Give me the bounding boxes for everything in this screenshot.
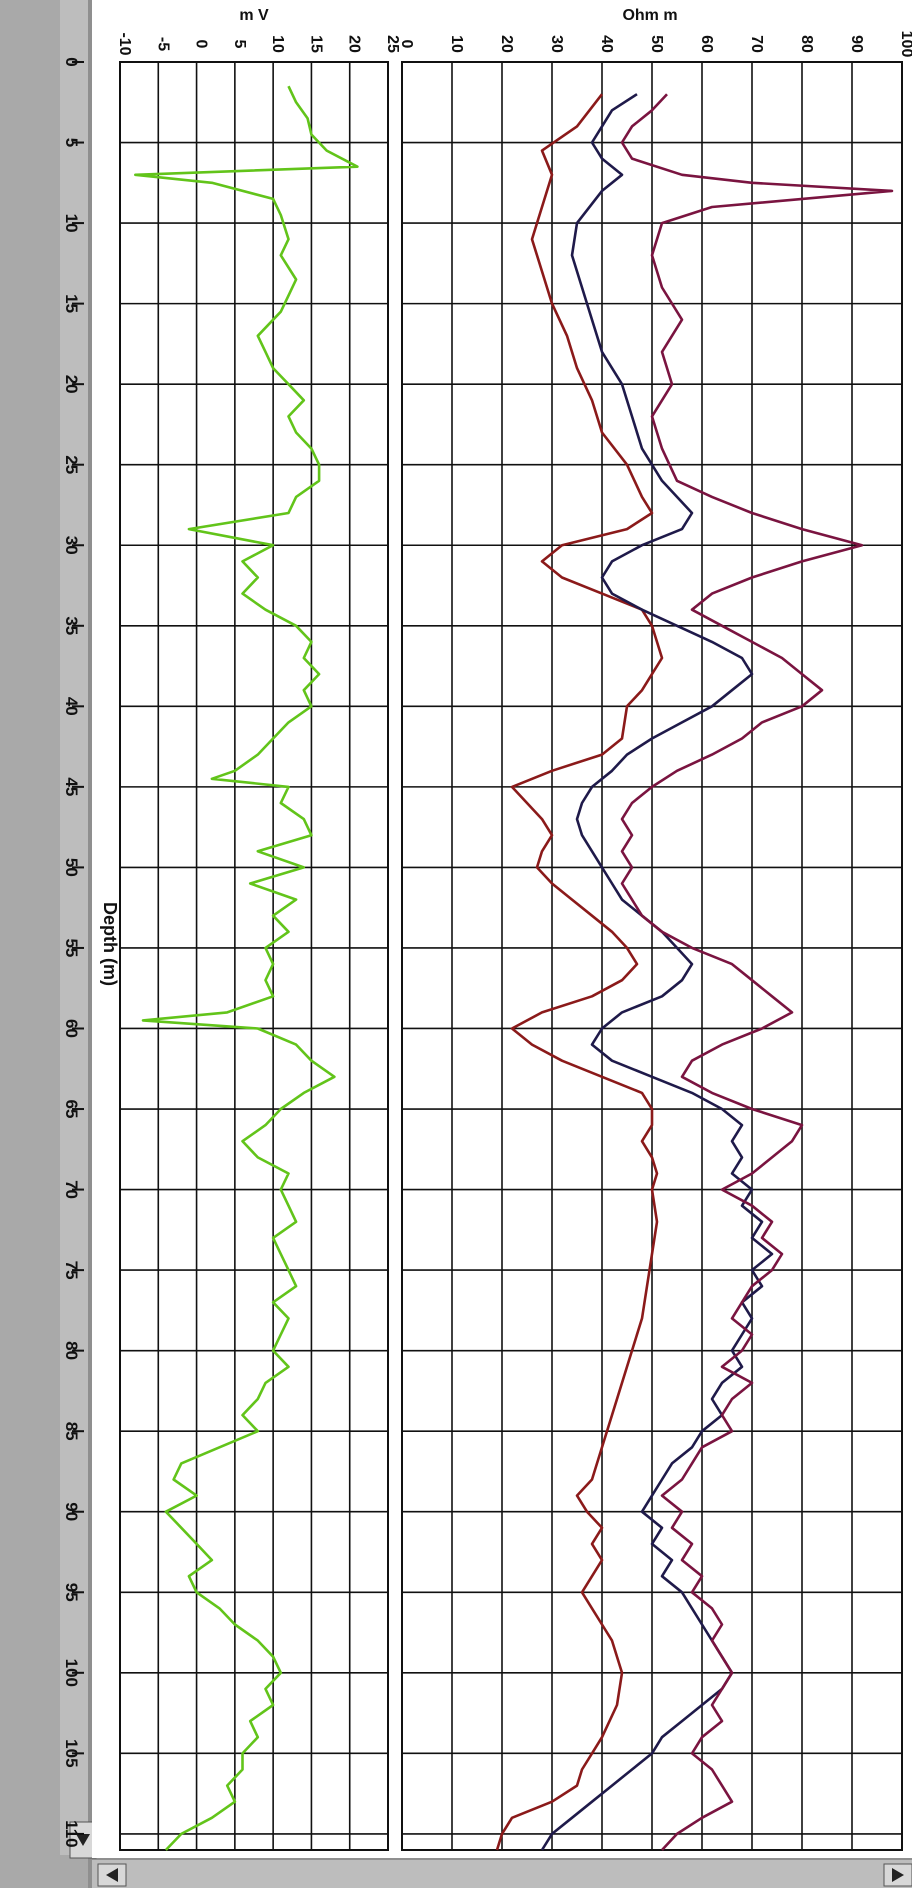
depth-tick-label: 80 xyxy=(62,1341,81,1360)
depth-tick-label: 40 xyxy=(62,697,81,716)
chevron-right-icon xyxy=(892,1868,904,1882)
depth-tick-label: 60 xyxy=(62,1019,81,1038)
horizontal-scrollbar[interactable] xyxy=(92,1860,912,1888)
scale-tick-label: 20 xyxy=(498,35,515,53)
chevron-down-icon xyxy=(76,1834,90,1846)
depth-tick-label: 90 xyxy=(62,1502,81,1521)
depth-tick-label: 5 xyxy=(62,138,81,147)
depth-tick-label: 20 xyxy=(62,375,81,394)
scale-tick-label: 10 xyxy=(269,35,286,53)
resistivity-panel: 0 10 20 30 40 50 60 70 80 90 100 Ohm m xyxy=(398,7,912,1851)
depth-tick-label: 85 xyxy=(62,1422,81,1441)
scale-tick-label: 80 xyxy=(798,35,815,53)
chevron-left-icon xyxy=(106,1868,118,1882)
depth-tick-label: 95 xyxy=(62,1583,81,1602)
depth-tick-label: 10 xyxy=(62,214,81,233)
scroll-down-button[interactable] xyxy=(69,1821,97,1859)
resistivity-curves xyxy=(495,93,894,1851)
depth-tick-label: 55 xyxy=(62,938,81,957)
scale-tick-label: 90 xyxy=(848,35,865,53)
sp-scale-ticks: -10 -5 0 5 10 15 20 25 xyxy=(116,32,401,55)
log-curve xyxy=(134,85,359,1851)
panel-border xyxy=(119,61,389,1851)
log-curve xyxy=(540,93,774,1851)
depth-tick-label: 15 xyxy=(62,294,81,313)
depth-tick-label: 0 xyxy=(62,57,81,66)
scale-tick-label: 70 xyxy=(748,35,765,53)
scale-tick-label: 20 xyxy=(346,35,363,53)
resistivity-scale-ticks: 0 10 20 30 40 50 60 70 80 90 100 xyxy=(398,31,912,58)
scale-tick-label: 50 xyxy=(648,35,665,53)
depth-tick-label: 45 xyxy=(62,777,81,796)
depth-tick-label: 25 xyxy=(62,455,81,474)
depth-ruler: 0 5 10 15 20 25 30 35 40 45 50 55 60 65 70 75 80 85 90 95 10… xyxy=(62,57,84,1848)
vertical-scrollbar[interactable] xyxy=(60,0,88,1855)
depth-tick-label: 110 xyxy=(62,1820,81,1847)
depth-tick-label: 75 xyxy=(62,1261,81,1280)
depth-tick-label: 35 xyxy=(62,616,81,635)
scale-tick-label: -5 xyxy=(154,37,171,51)
depth-tick-label: 100 xyxy=(62,1659,81,1687)
depth-tick-label: 50 xyxy=(62,858,81,877)
scale-tick-label: 15 xyxy=(307,35,324,53)
scale-tick-label: 60 xyxy=(698,35,715,53)
depth-axis-label: Depth (m) xyxy=(100,902,120,986)
depth-tick-label: 65 xyxy=(62,1100,81,1119)
panel-border xyxy=(401,61,903,1851)
scale-tick-label: 0 xyxy=(193,40,210,49)
sp-curves xyxy=(134,85,359,1851)
log-curve xyxy=(495,93,664,1851)
depth-tick-label: 105 xyxy=(62,1739,81,1767)
resistivity-units-label: Ohm m xyxy=(622,7,677,24)
scale-tick-label: 30 xyxy=(548,35,565,53)
scale-tick-label: 10 xyxy=(448,35,465,53)
scale-tick-label: 0 xyxy=(398,40,415,49)
sp-panel: -10 -5 0 5 10 15 20 25 m V xyxy=(116,7,401,1851)
sp-units-label: m V xyxy=(239,7,269,24)
scale-tick-label: 40 xyxy=(598,35,615,53)
scale-tick-label: 25 xyxy=(384,35,401,53)
depth-tick-label: 30 xyxy=(62,536,81,555)
depth-tick-label: 70 xyxy=(62,1180,81,1199)
scale-tick-label: -10 xyxy=(116,32,133,55)
scale-tick-label: 5 xyxy=(231,40,248,49)
sp-grid xyxy=(119,61,389,1851)
scale-tick-label: 100 xyxy=(898,31,912,58)
log-curve xyxy=(620,93,894,1851)
